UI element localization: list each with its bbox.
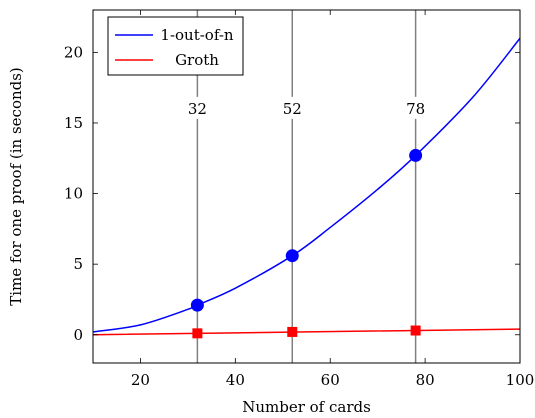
reference-label-bg [281, 96, 304, 119]
reference-label-bg [186, 96, 209, 119]
data-point [285, 249, 299, 263]
y-tick-label: 15 [64, 114, 83, 132]
series-line [92, 328, 521, 336]
y-tick-label: 20 [64, 43, 83, 61]
reference-label: 78 [406, 100, 425, 118]
y-axis-label: Time for one proof (in seconds) [7, 67, 25, 306]
x-tick-label: 100 [506, 371, 535, 389]
y-tick-label: 0 [73, 326, 83, 344]
data-point [410, 325, 421, 336]
series-line [92, 37, 521, 333]
data-point [409, 148, 423, 162]
x-tick-label: 20 [131, 371, 150, 389]
legend-box [107, 16, 244, 76]
x-tick-label: 40 [226, 371, 245, 389]
plot-frame [92, 9, 521, 364]
legend-label: 1-out-of-n [160, 26, 234, 44]
reference-label-bg [404, 96, 427, 119]
reference-label: 32 [188, 100, 207, 118]
data-point [287, 326, 298, 337]
reference-label: 52 [283, 100, 302, 118]
x-tick-label: 60 [321, 371, 340, 389]
legend-label: Groth [175, 51, 219, 69]
y-tick-label: 5 [73, 255, 83, 273]
x-axis-label: Number of cards [242, 398, 371, 416]
data-point [190, 298, 204, 312]
x-tick-label: 80 [416, 371, 435, 389]
y-tick-label: 10 [64, 185, 83, 203]
data-point [192, 328, 203, 339]
